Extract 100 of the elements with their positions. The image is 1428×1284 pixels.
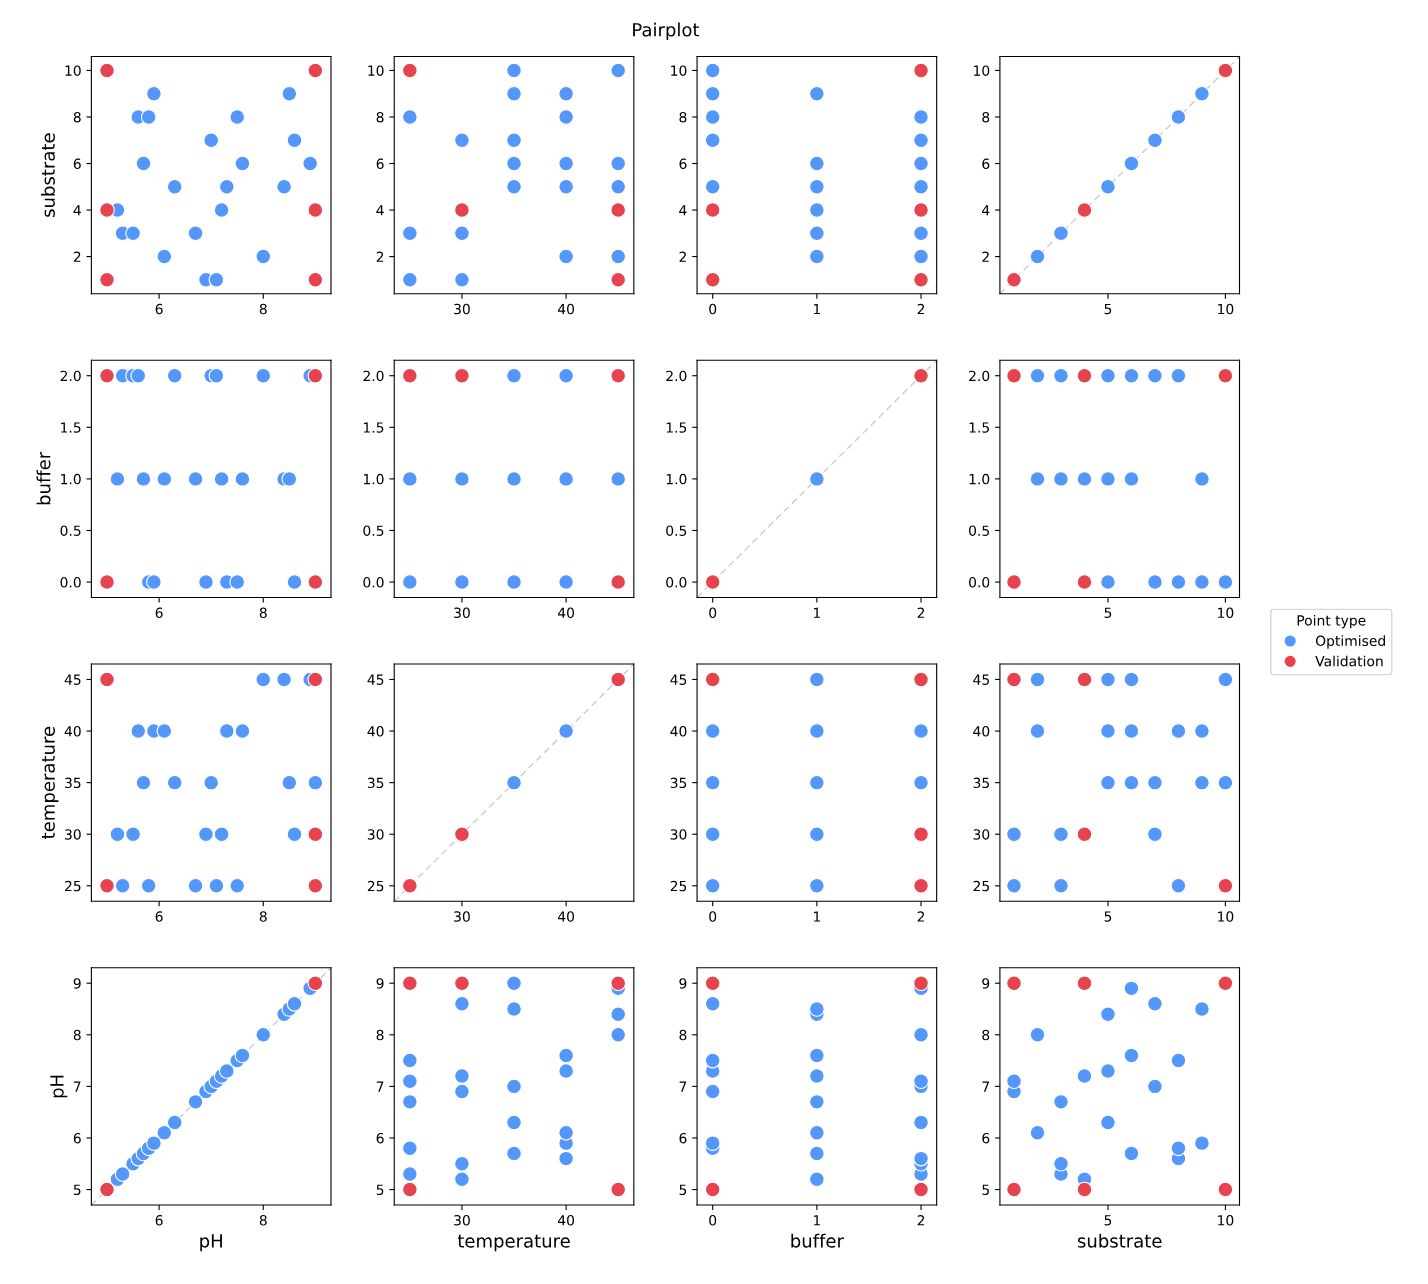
point: [913, 225, 929, 242]
point: [704, 1052, 721, 1069]
point: [1076, 471, 1093, 487]
point: [125, 225, 141, 242]
point: [809, 826, 825, 843]
point: [234, 155, 251, 172]
point: [402, 877, 418, 894]
point: [1123, 980, 1140, 997]
y-axis-title: buffer: [36, 451, 51, 505]
point: [307, 826, 324, 843]
point: [913, 671, 929, 688]
point: [286, 132, 303, 149]
x-tick-label: 40: [557, 303, 575, 315]
y-tick-label: 6: [982, 1132, 990, 1144]
point: [610, 155, 627, 172]
point: [402, 975, 418, 992]
x-tick-label: 30: [454, 607, 470, 619]
x-tick-label: 1: [813, 1215, 820, 1226]
point: [140, 877, 157, 894]
point: [913, 367, 929, 384]
point: [506, 85, 522, 102]
point: [1170, 367, 1187, 384]
point: [809, 774, 825, 791]
point: [913, 723, 929, 739]
point: [130, 367, 147, 384]
point: [1170, 877, 1187, 894]
point: [913, 1150, 929, 1167]
x-tick-label: 8: [259, 607, 267, 619]
point: [1100, 178, 1116, 195]
point: [1076, 202, 1093, 218]
point: [809, 1068, 825, 1084]
x-tick-label: 0: [709, 1215, 717, 1226]
point: [506, 178, 522, 195]
y-tick-label: 4: [982, 205, 990, 216]
x-tick-label: 5: [1104, 1215, 1112, 1226]
y-tick-label: 0.0: [363, 577, 384, 588]
point: [1053, 1094, 1069, 1110]
x-tick-label: 5: [1104, 911, 1112, 922]
point: [454, 132, 470, 149]
point: [1100, 1114, 1116, 1131]
point: [1170, 723, 1187, 739]
point: [1029, 367, 1046, 384]
point: [809, 178, 825, 195]
x-tick-label: 5: [1104, 607, 1112, 619]
point: [506, 155, 522, 172]
y-tick-label: 10: [65, 65, 81, 76]
point: [506, 1078, 522, 1095]
point: [208, 877, 225, 894]
point: [704, 85, 721, 102]
point: [454, 1083, 470, 1100]
point: [809, 202, 825, 218]
point: [1194, 85, 1210, 102]
point: [1123, 367, 1140, 384]
point: [156, 723, 173, 739]
point: [1194, 574, 1210, 590]
point: [809, 155, 825, 172]
point: [610, 975, 627, 992]
point: [1076, 1068, 1093, 1084]
x-axis-title: pH: [200, 1234, 222, 1252]
y-tick-label: 8: [679, 1029, 687, 1041]
point: [558, 248, 574, 265]
point: [1147, 774, 1163, 791]
point: [558, 367, 574, 384]
point: [402, 471, 418, 487]
point: [286, 574, 303, 590]
x-tick-label: 1: [813, 911, 820, 922]
point: [218, 1063, 235, 1079]
point: [109, 471, 126, 487]
point: [610, 62, 627, 79]
point: [307, 671, 324, 688]
point: [704, 996, 721, 1012]
point: [809, 225, 825, 242]
y-tick-label: 1.5: [61, 422, 81, 433]
point: [558, 723, 574, 739]
point: [166, 367, 183, 384]
point: [1217, 62, 1234, 79]
point: [506, 62, 522, 79]
x-axis-title: substrate: [1077, 1233, 1162, 1248]
y-tick-label: 2: [982, 251, 989, 262]
point: [1076, 826, 1093, 843]
point: [307, 975, 324, 992]
point: [1053, 471, 1069, 487]
y-tick-label: 4: [376, 205, 384, 216]
point: [558, 471, 574, 487]
y-tick-label: 2: [73, 251, 81, 262]
point: [809, 471, 825, 487]
point: [402, 367, 418, 384]
point: [704, 774, 721, 791]
point: [276, 671, 292, 688]
point: [913, 1026, 929, 1043]
x-axis-title: buffer: [791, 1233, 844, 1248]
point: [198, 574, 214, 590]
point: [281, 774, 298, 791]
x-tick-label: 5: [1104, 303, 1112, 315]
y-tick-label: 9: [73, 978, 81, 989]
point: [704, 671, 721, 688]
point: [146, 574, 162, 590]
point: [1147, 826, 1163, 843]
point: [218, 723, 235, 739]
point: [1100, 723, 1116, 739]
